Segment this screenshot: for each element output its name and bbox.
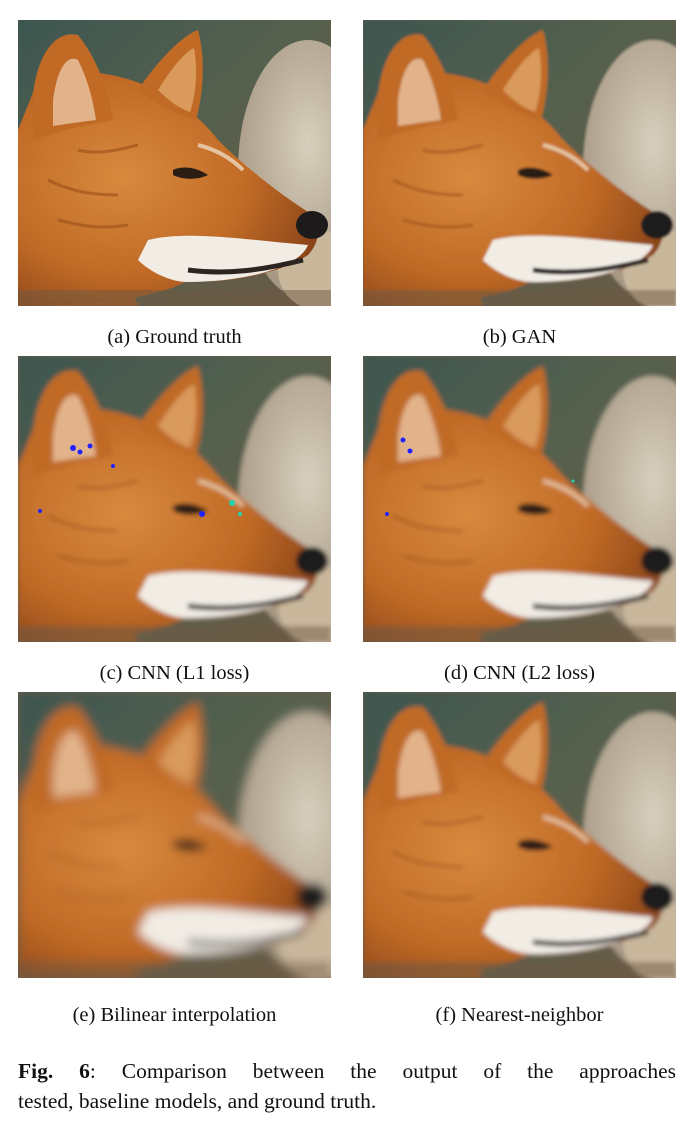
dog-image-bilinear <box>18 692 331 978</box>
artifact-dots <box>38 443 242 517</box>
figure-caption: Fig. 6: Comparison between the output of… <box>18 1056 676 1116</box>
panel-d-image <box>363 356 676 642</box>
panel-f-image <box>363 692 676 978</box>
panel-b-image <box>363 20 676 306</box>
panel-a-image <box>18 20 331 306</box>
dog-image-gan <box>363 20 676 306</box>
figure-label: Fig. 6 <box>18 1059 90 1083</box>
panel-e-image <box>18 692 331 978</box>
dog-image-nearest-neighbor <box>363 692 676 978</box>
figure-text-line2: tested, baseline models, and ground trut… <box>18 1089 377 1113</box>
caption-d: (d) CNN (L2 loss) <box>444 662 595 684</box>
caption-f: (f) Nearest-neighbor <box>435 1004 604 1026</box>
figure-caption-line1: Fig. 6: Comparison between the output of… <box>18 1056 676 1086</box>
caption-b: (b) GAN <box>482 326 557 348</box>
panel-c-image <box>18 356 331 642</box>
figure-text-line1: : Comparison between the output of the a… <box>89 1059 677 1083</box>
dog-image-cnn-l2 <box>363 356 676 642</box>
caption-e: (e) Bilinear interpolation <box>72 1004 277 1026</box>
dog-image-cnn-l1 <box>18 356 331 642</box>
dog-image-ground-truth <box>18 20 331 306</box>
caption-c: (c) CNN (L1 loss) <box>99 662 250 684</box>
caption-a: (a) Ground truth <box>107 326 242 348</box>
artifact-dots <box>385 437 575 516</box>
